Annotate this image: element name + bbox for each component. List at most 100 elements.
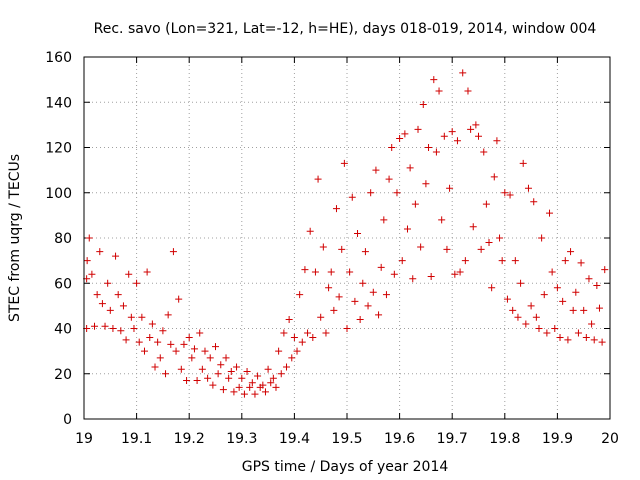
data-point: [330, 306, 338, 314]
data-point: [235, 383, 243, 391]
data-point: [140, 347, 148, 355]
data-point: [482, 200, 490, 208]
data-point: [154, 338, 162, 346]
data-point: [206, 354, 214, 362]
y-tick-label: 60: [54, 276, 72, 292]
data-point: [535, 325, 543, 332]
data-point: [85, 234, 93, 242]
data-point: [183, 377, 191, 385]
y-tick-label: 0: [63, 412, 72, 428]
data-point: [427, 272, 435, 280]
data-point: [309, 334, 317, 342]
data-point: [246, 383, 254, 391]
data-point: [222, 354, 230, 362]
data-point: [193, 377, 201, 385]
data-point: [490, 173, 498, 181]
axis-ticks: 19 19.1 19.2 19.3 19.4 19.5 19.6 19.7 19.8 19.9 20…: [45, 50, 619, 447]
data-point: [225, 374, 233, 382]
data-point: [190, 345, 198, 353]
x-tick-label: 20: [601, 431, 619, 447]
data-point: [359, 279, 367, 287]
data-point: [91, 322, 99, 330]
y-tick-label: 100: [45, 186, 72, 202]
data-point: [196, 329, 204, 337]
data-point: [559, 297, 567, 305]
data-point: [464, 87, 472, 95]
data-point: [551, 325, 559, 332]
data-point: [125, 270, 133, 278]
data-point: [451, 270, 459, 278]
data-point: [146, 334, 154, 342]
x-tick-label: 19.7: [437, 431, 468, 447]
data-point: [453, 137, 461, 145]
data-point: [435, 87, 443, 95]
data-point: [590, 336, 598, 344]
data-point: [577, 259, 585, 267]
data-point: [367, 189, 375, 197]
data-point: [396, 134, 404, 142]
data-point: [346, 268, 354, 276]
data-point: [298, 338, 306, 346]
data-point: [335, 293, 343, 301]
data-point: [585, 275, 593, 283]
data-point: [540, 291, 548, 299]
data-point: [538, 234, 546, 242]
data-point: [175, 295, 183, 303]
data-point: [564, 336, 572, 344]
data-point: [293, 347, 301, 355]
data-point: [343, 325, 351, 332]
data-point: [414, 125, 422, 133]
data-point: [243, 367, 251, 375]
data-point: [553, 284, 561, 292]
data-point: [548, 268, 556, 276]
data-point: [288, 354, 296, 362]
data-point: [556, 334, 564, 342]
data-point: [83, 257, 91, 265]
data-point: [601, 266, 609, 274]
data-point: [248, 379, 256, 387]
data-point: [148, 320, 156, 328]
data-point: [306, 227, 314, 235]
y-tick-label: 160: [45, 50, 72, 66]
data-point: [364, 302, 372, 310]
data-point: [106, 306, 114, 314]
data-point: [375, 311, 383, 319]
data-point: [438, 216, 446, 224]
data-point: [459, 69, 467, 77]
data-point: [425, 144, 433, 151]
data-point: [325, 284, 333, 292]
data-point: [133, 279, 141, 287]
y-axis-label: STEC from uqrg / TECUs: [7, 154, 23, 322]
data-point: [524, 184, 532, 192]
data-points: [83, 69, 609, 398]
data-point: [285, 315, 293, 323]
data-point: [509, 306, 517, 314]
data-point: [198, 365, 206, 373]
data-point: [283, 363, 291, 371]
data-point: [419, 101, 427, 109]
data-point: [230, 388, 238, 396]
data-point: [572, 288, 580, 296]
data-point: [527, 302, 535, 310]
data-point: [301, 266, 309, 274]
data-point: [480, 148, 488, 156]
data-point: [88, 270, 96, 278]
data-point: [440, 132, 448, 140]
x-tick-label: 19.3: [226, 431, 257, 447]
y-tick-label: 120: [45, 141, 72, 157]
data-point: [348, 193, 356, 201]
data-point: [296, 291, 304, 299]
data-point: [382, 291, 390, 299]
y-tick-label: 20: [54, 367, 72, 383]
data-point: [167, 340, 175, 348]
data-point: [240, 390, 248, 398]
data-point: [354, 229, 362, 237]
data-point: [212, 343, 219, 351]
data-point: [290, 334, 298, 342]
data-point: [506, 191, 514, 199]
data-point: [251, 390, 259, 398]
data-point: [351, 297, 359, 305]
data-point: [574, 329, 582, 337]
data-point: [109, 325, 117, 332]
x-tick-label: 19.5: [331, 431, 362, 447]
